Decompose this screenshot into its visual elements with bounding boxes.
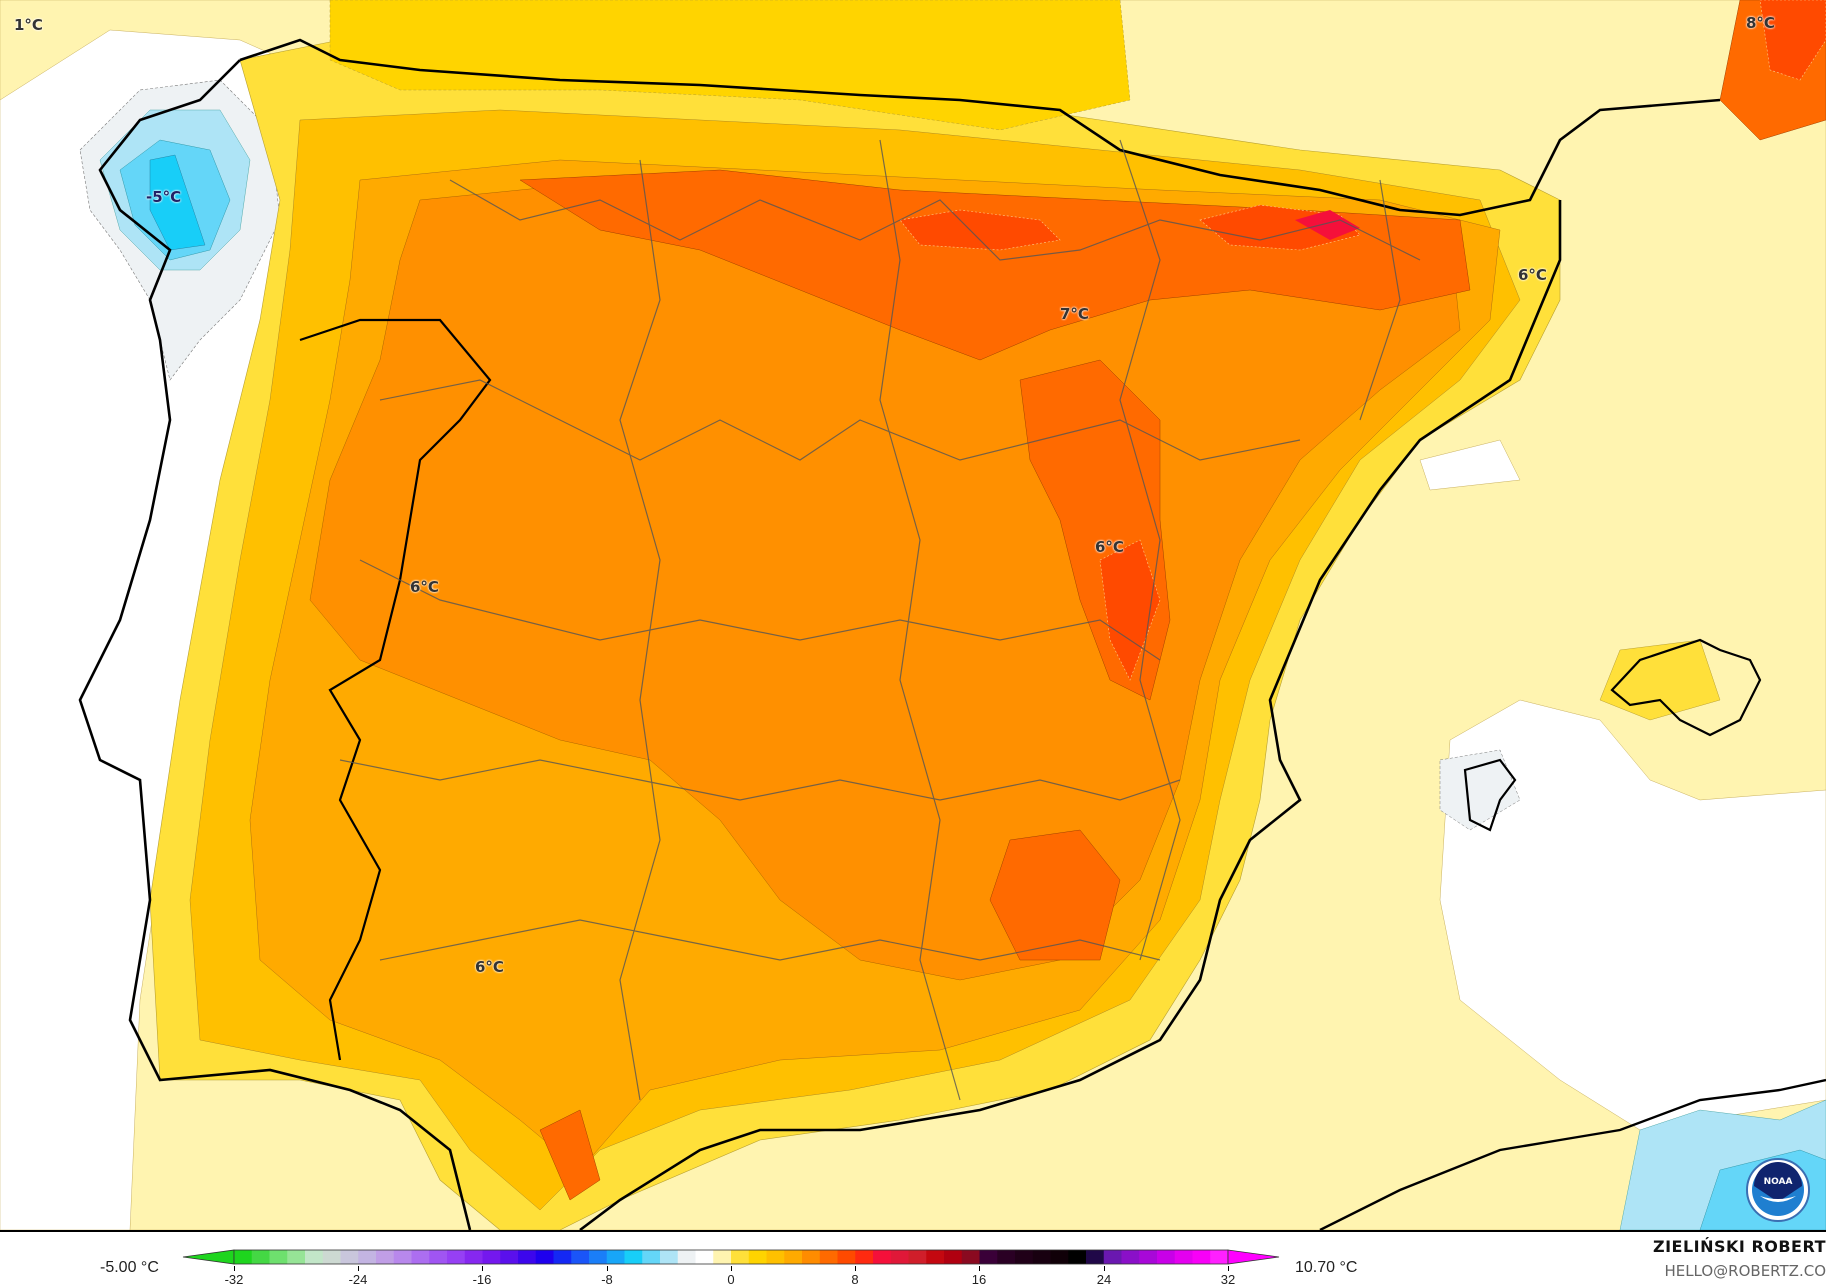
svg-text:NOAA: NOAA: [1764, 1177, 1793, 1187]
tick-label: -16: [472, 1272, 492, 1287]
author-name: ZIELIŃSKI ROBERT: [1652, 1237, 1826, 1256]
temp-label: 8°C: [1746, 14, 1775, 32]
temp-label: 7°C: [1060, 305, 1089, 323]
tick-label: -24: [348, 1272, 368, 1287]
tick-label: 32: [1220, 1272, 1236, 1287]
temp-label: 1°C: [14, 16, 43, 34]
colorbar-max-label: 10.70 °C: [1295, 1259, 1358, 1276]
tick-label: 16: [971, 1272, 987, 1287]
colorbar: [182, 1249, 1280, 1265]
author-email: HELLO@ROBERTZ.CO: [1664, 1262, 1826, 1280]
temp-label: 6°C: [410, 578, 439, 596]
tick-label: -32: [224, 1272, 244, 1287]
map-contours: [0, 0, 1826, 1230]
tick-label: 0: [727, 1272, 735, 1287]
temp-label: 6°C: [475, 958, 504, 976]
temp-label: 6°C: [1518, 266, 1547, 284]
temperature-anomaly-map: 1°C -5°C 8°C 7°C 6°C 6°C 6°C 6°C NOAA: [0, 0, 1826, 1232]
colorbar-min-label: -5.00 °C: [100, 1259, 159, 1276]
temp-label: 6°C: [1095, 538, 1124, 556]
temp-label: -5°C: [146, 188, 182, 206]
tick-label: -8: [601, 1272, 613, 1287]
noaa-icon: NOAA: [1752, 1162, 1804, 1216]
tick-label: 24: [1096, 1272, 1112, 1287]
noaa-logo: NOAA: [1746, 1158, 1810, 1222]
tick-label: 8: [851, 1272, 859, 1287]
